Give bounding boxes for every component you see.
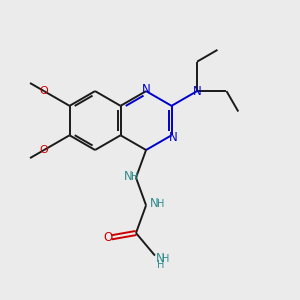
Text: H: H [162,254,170,263]
Text: H: H [157,260,164,270]
Text: O: O [40,86,48,96]
Text: N: N [124,170,133,183]
Text: O: O [103,231,112,244]
Text: H: H [131,172,139,182]
Text: N: N [142,82,150,95]
Text: O: O [40,145,48,155]
Text: N: N [193,85,201,98]
Text: H: H [157,199,164,209]
Text: N: N [150,197,159,210]
Text: N: N [169,131,177,144]
Text: N: N [156,252,165,265]
